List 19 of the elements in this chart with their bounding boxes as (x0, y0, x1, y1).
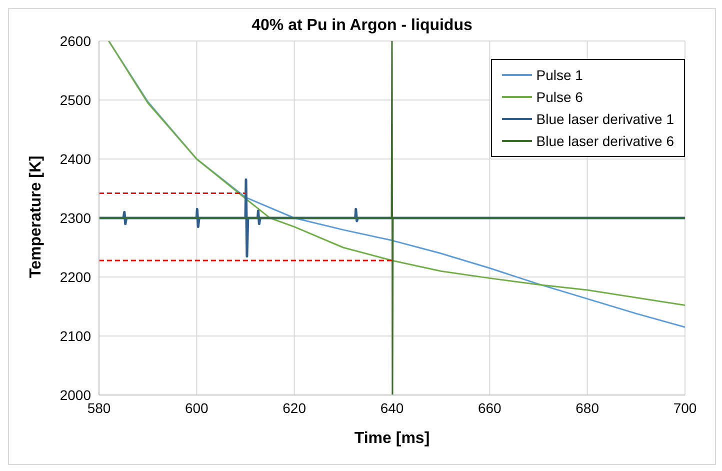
y-tick-label: 2400 (60, 150, 92, 167)
y-tick-label: 2200 (60, 268, 92, 285)
x-axis-title: Time [ms] (354, 430, 430, 447)
chart-title: 40% at Pu in Argon - liquidus (252, 17, 472, 34)
y-axis-title: Temperature [K] (28, 156, 45, 278)
x-tick-label: 620 (282, 400, 306, 416)
y-tick-label: 2300 (60, 210, 92, 226)
y-tick-label: 2100 (60, 328, 92, 344)
x-tick-label: 660 (478, 400, 502, 416)
x-tick-label: 700 (673, 400, 697, 416)
x-tick-label: 600 (184, 400, 209, 416)
legend-label: Blue laser derivative 6 (536, 132, 674, 151)
x-tick-label: 680 (576, 400, 600, 416)
y-tick-label: 2500 (60, 92, 92, 108)
legend-label: Pulse 1 (536, 66, 583, 85)
legend-label: Blue laser derivative 1 (536, 110, 674, 129)
y-tick-label: 2600 (60, 32, 92, 49)
legend-label: Pulse 6 (536, 88, 583, 107)
x-tick-label: 640 (380, 400, 404, 416)
